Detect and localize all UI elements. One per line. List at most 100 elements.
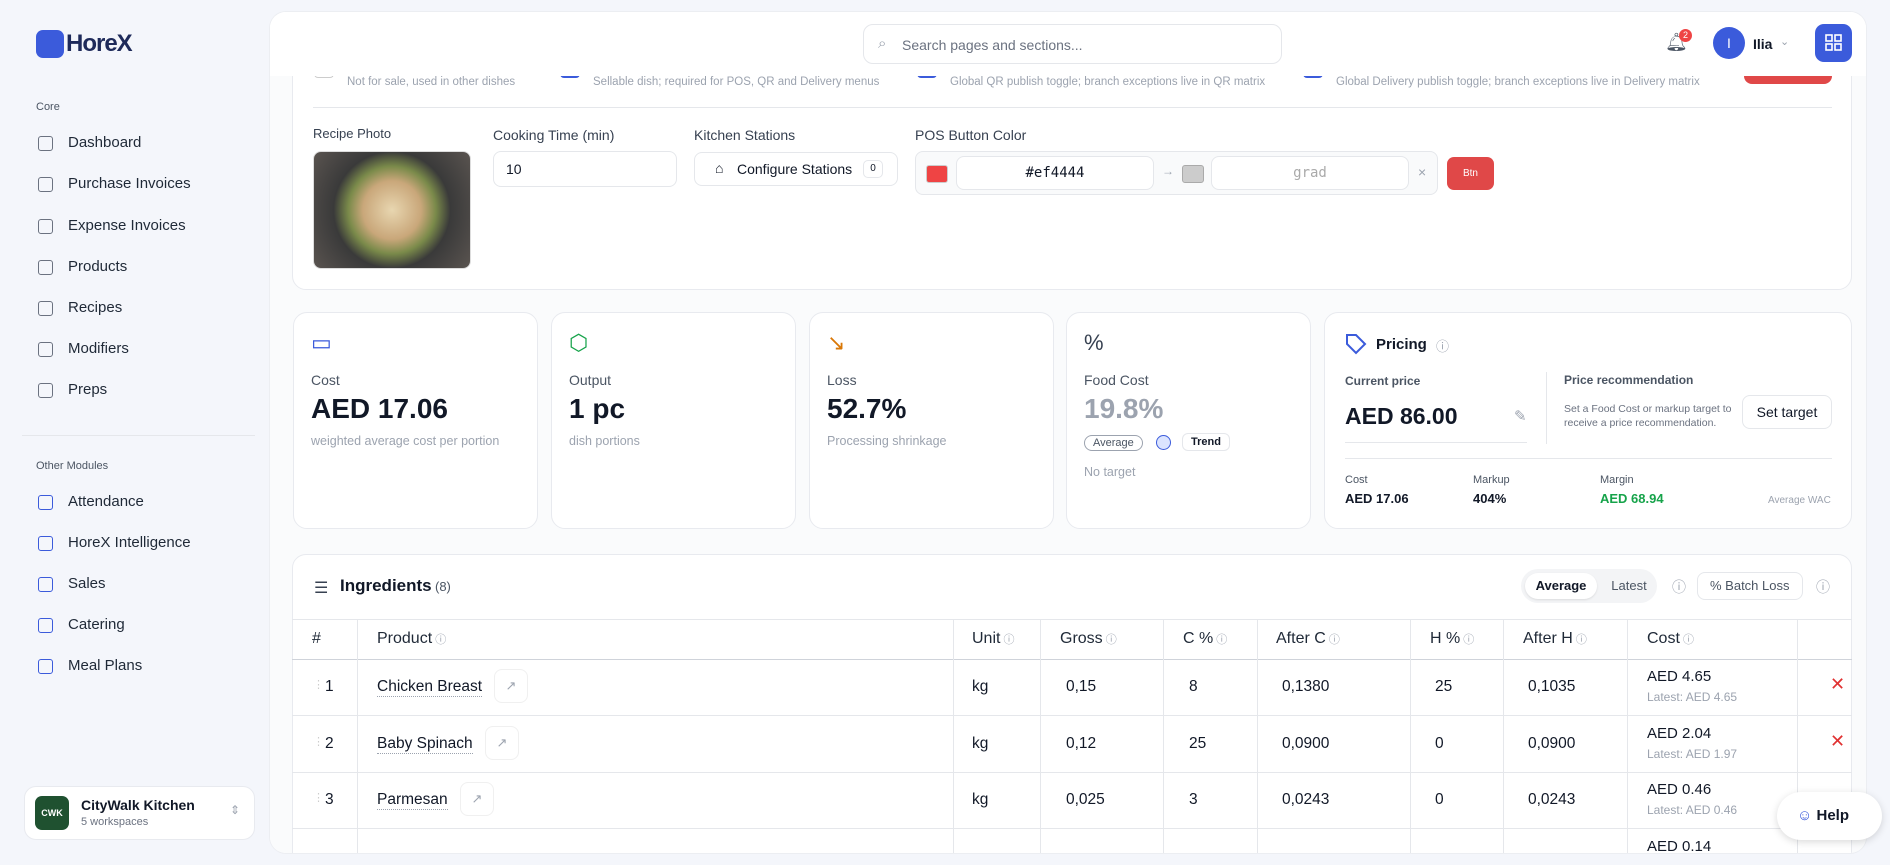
info[interactable]: ⓘ [1000,634,1015,646]
flag-description: Global Delivery publish toggle; branch e… [1336,76,1700,88]
apps-button[interactable] [1815,24,1852,62]
cooking-time-input[interactable]: 10 [493,151,677,187]
clear[interactable]: × [1418,164,1427,180]
color-picker: #ef4444 → grad × [915,151,1438,195]
nav-item[interactable]: Modifiers [68,340,129,357]
column-border [1627,619,1628,853]
info[interactable]: ⓘ [1816,579,1830,595]
column-border [1503,619,1504,853]
station-count: 0 [863,160,883,178]
color-input[interactable]: #ef4444 [956,156,1154,190]
column-border [1257,619,1258,853]
row-number: 3 ⋮ [313,791,334,808]
column-header: After H ⓘ [1523,630,1587,647]
nav-icon [38,219,53,234]
column-border [1797,619,1798,853]
edit-icon[interactable]: ✎ [1514,408,1527,425]
info[interactable]: ⓘ [432,634,447,646]
info[interactable]: ⓘ [1102,634,1117,646]
open-product[interactable]: ↗ [485,726,519,760]
nav-item[interactable]: Catering [68,616,125,633]
row-border [292,828,1852,829]
after-h: 0,1035 [1528,678,1576,695]
photo-label: Recipe Photo [313,126,392,141]
remove-row[interactable]: ✕ [1830,731,1846,751]
info[interactable]: ⓘ [1436,339,1450,354]
info[interactable]: ⓘ [1325,634,1340,646]
remove-row[interactable]: ✕ [1830,674,1846,694]
nav-item[interactable]: Dashboard [68,134,142,151]
metric-value: AED 17.06 [1345,491,1409,506]
nav-item[interactable]: Expense Invoices [68,217,186,234]
mode-option[interactable]: Latest [1611,578,1647,593]
product[interactable]: Baby Spinach [377,735,473,754]
section-label: Core [36,101,60,113]
latest-cost: Latest: AED 0.46 [1647,803,1738,817]
configure-stations-button[interactable]: ⌂ Configure Stations 0 [694,152,898,186]
nav-item[interactable]: Recipes [68,299,123,316]
nav-icon [38,136,53,151]
divider [1345,458,1832,459]
nav-item[interactable]: Sales [68,575,106,592]
color-swatch[interactable] [926,165,948,183]
underline [1345,442,1527,443]
search-placeholder: Search pages and sections... [902,37,1083,53]
h-percent: 25 [1435,678,1453,695]
logo-mark [36,30,64,58]
nav-item[interactable]: Purchase Invoices [68,175,191,192]
info[interactable]: ⓘ [1213,634,1228,646]
info[interactable] [1156,435,1171,450]
recipe-photo[interactable] [313,151,471,269]
cost: AED 0.14 [1647,838,1712,853]
nav-item[interactable]: Attendance [68,493,144,510]
avatar[interactable]: I [1713,27,1745,59]
info[interactable]: ⓘ [1460,634,1475,646]
info[interactable]: ⓘ [1672,579,1686,595]
after-c: 0,0900 [1282,735,1330,752]
stat-value: AED 17.06 [311,393,448,424]
search[interactable]: ⌕ Search pages and sections... [863,24,1282,64]
product[interactable]: Chicken Breast [377,678,483,697]
workspace-count: 5 workspaces [81,816,149,828]
metric-label: Markup [1473,474,1510,486]
ingredients-card [292,554,1852,853]
color-label: POS Button Color [915,127,1027,143]
set-target-button[interactable]: Set target [1742,395,1832,429]
stat-icon: % [1084,330,1104,355]
cost: AED 0.46 [1647,781,1712,798]
batch-loss-button[interactable]: % Batch Loss [1697,572,1803,600]
info[interactable]: ⓘ [1679,634,1694,646]
flag-description: Global QR publish toggle; branch excepti… [950,76,1266,88]
help-button[interactable]: ☺ Help [1777,792,1882,840]
gradient-swatch[interactable] [1182,165,1204,183]
stat-icon: ⬡ [569,330,589,355]
column-header: H % ⓘ [1430,630,1475,647]
help-text: Help [1816,807,1849,824]
workspace-switcher[interactable]: CWK CityWalk Kitchen 5 workspaces ⇕ [24,786,255,840]
nav-item[interactable]: Preps [68,381,108,398]
drag-handle[interactable]: ⋮ [313,736,324,748]
nav-item[interactable]: HoreX Intelligence [68,534,191,551]
drag-handle[interactable]: ⋮ [313,679,324,691]
mode-option[interactable]: Average [1525,573,1597,599]
column-header: C % ⓘ [1183,630,1228,647]
nav-item[interactable]: Meal Plans [68,657,143,674]
user-name[interactable]: Ilia [1753,36,1773,52]
trend-button[interactable]: Trend [1182,433,1230,451]
cooking-time-label: Cooking Time (min) [493,127,615,143]
notification-count: 2 [1679,29,1692,42]
flag-description: Not for sale, used in other dishes [347,76,516,88]
button-text: Batch Loss [1725,578,1790,593]
product[interactable]: Parmesan [377,791,448,810]
info[interactable]: ⓘ [1572,634,1587,646]
open-product[interactable]: ↗ [494,669,528,703]
open-product[interactable]: ↗ [460,782,494,816]
nav-item[interactable]: Products [68,258,128,275]
latest-cost: Latest: AED 4.65 [1647,690,1738,704]
row-border [292,715,1852,716]
gradient-input[interactable]: grad [1211,156,1409,190]
stat-label: Output [569,372,612,388]
stat-note: weighted average cost per portion [311,434,500,448]
icon: ⌂ [715,160,724,176]
drag-handle[interactable]: ⋮ [313,792,324,804]
